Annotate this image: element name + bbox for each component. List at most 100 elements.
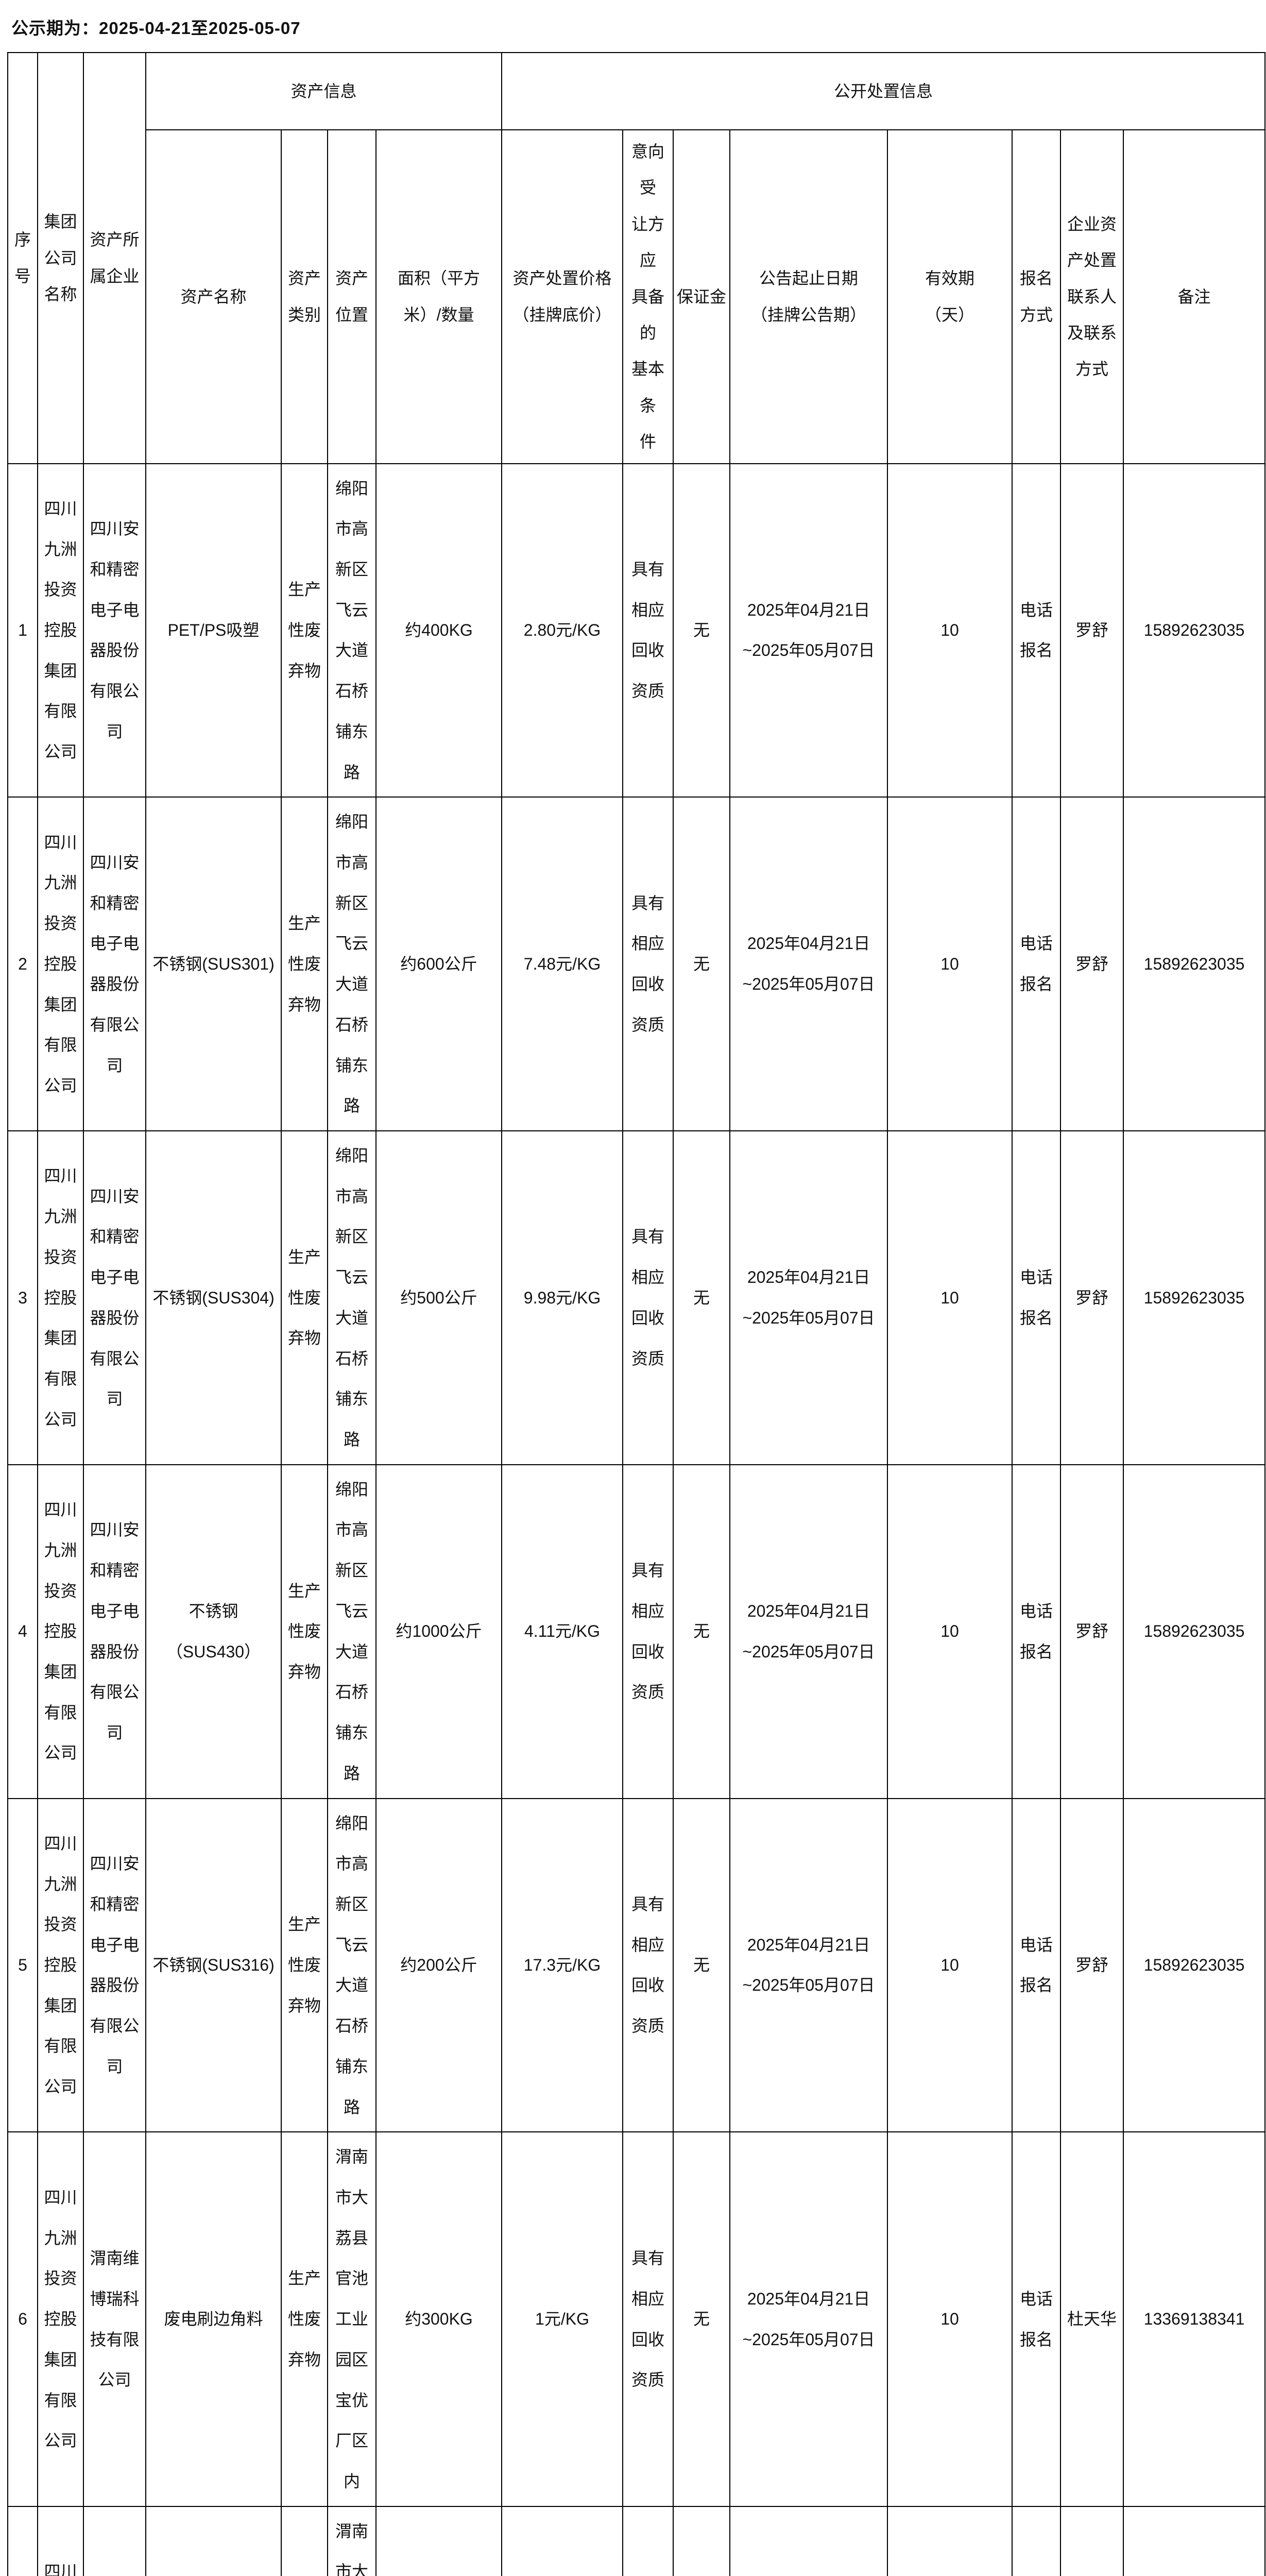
table-row: 7 四川九洲投资控股集团有限公司 渭南维博瑞科技有限公司 废纸箱 生产性废弃物 … — [7, 2505, 1266, 2576]
cell-deposit: 无 — [673, 1464, 731, 1799]
header-deposit: 保证金 — [673, 129, 731, 464]
cell-asset-location: 绵阳市高新区飞云大道石桥铺东路 — [327, 1130, 377, 1465]
cell-asset-location: 绵阳市高新区飞云大道石桥铺东路 — [327, 1798, 377, 2133]
cell-group-company: 四川九洲投资控股集团有限公司 — [37, 1130, 84, 1465]
cell-conditions: 具有相应回收资质 — [622, 1798, 674, 2133]
cell-validity: 10 — [887, 2131, 1013, 2507]
cell-asset-location: 绵阳市高新区飞云大道石桥铺东路 — [327, 463, 377, 798]
cell-deposit: 无 — [673, 463, 731, 798]
cell-asset-name: 废纸箱 — [145, 2505, 282, 2576]
header-group-asset-info: 资产信息 — [145, 52, 503, 130]
header-announcement-period: 公告起止日期 （挂牌公告期） — [729, 129, 888, 464]
cell-enterprise: 渭南维博瑞科技有限公司 — [83, 2131, 146, 2507]
cell-price: 9.98元/KG — [501, 1130, 624, 1465]
cell-remark: 13369138341 — [1123, 2505, 1266, 2576]
cell-announcement-period: 2025年04月21日 ~2025年05月07日 — [729, 1798, 888, 2133]
cell-contact: 罗舒 — [1060, 1798, 1124, 2133]
cell-asset-category: 生产性废弃物 — [281, 796, 328, 1132]
cell-enterprise: 四川安和精密电子电器股份有限公司 — [83, 1464, 146, 1799]
cell-remark: 13369138341 — [1123, 2131, 1266, 2507]
header-signup-method: 报名 方式 — [1012, 129, 1062, 464]
cell-contact: 罗舒 — [1060, 796, 1124, 1132]
cell-contact: 罗舒 — [1060, 1130, 1124, 1465]
cell-conditions: 具有相应回收资质 — [622, 1464, 674, 1799]
cell-conditions: 具有相应回收资质 — [622, 1130, 674, 1465]
cell-index: 4 — [7, 1464, 38, 1799]
cell-index: 3 — [7, 1130, 38, 1465]
cell-group-company: 四川九洲投资控股集团有限公司 — [37, 1798, 84, 2133]
cell-deposit: 无 — [673, 2505, 731, 2576]
cell-deposit: 无 — [673, 1130, 731, 1465]
cell-area-quantity: 约500公斤 — [375, 1130, 503, 1465]
cell-asset-name: 不锈钢(SUS316) — [145, 1798, 282, 2133]
cell-signup-method: 电话 报名 — [1012, 796, 1062, 1132]
cell-validity: 10 — [887, 2505, 1013, 2576]
cell-remark: 15892623035 — [1123, 463, 1266, 798]
cell-asset-location: 绵阳市高新区飞云大道石桥铺东路 — [327, 796, 377, 1132]
cell-deposit: 无 — [673, 1798, 731, 2133]
header-area-quantity: 面积（平方 米）/数量 — [375, 129, 503, 464]
cell-remark: 15892623035 — [1123, 1464, 1266, 1799]
cell-group-company: 四川九洲投资控股集团有限公司 — [37, 2131, 84, 2507]
cell-price: 0.66元/KG — [501, 2505, 624, 2576]
cell-asset-category: 生产性废弃物 — [281, 1464, 328, 1799]
cell-signup-method: 电话 报名 — [1012, 1798, 1062, 2133]
cell-asset-category: 生产性废弃物 — [281, 463, 328, 798]
disposal-table: 序 号 集团 公司 名称 资产所 属企业 资产信息 公开处置信息 资产名称 资产… — [7, 52, 1266, 2576]
cell-asset-name: 不锈钢(SUS304) — [145, 1130, 282, 1465]
cell-index: 7 — [7, 2505, 38, 2576]
table-row: 1 四川九洲投资控股集团有限公司 四川安和精密电子电器股份有限公司 PET/PS… — [7, 463, 1266, 798]
cell-group-company: 四川九洲投资控股集团有限公司 — [37, 463, 84, 798]
page-title: 公示期为：2025-04-21至2025-05-07 — [11, 19, 301, 38]
cell-announcement-period: 2025年04月21日 ~2025年05月07日 — [729, 2131, 888, 2507]
cell-area-quantity: 约300KG — [375, 2131, 503, 2507]
cell-contact: 杜天华 — [1060, 2505, 1124, 2576]
cell-deposit: 无 — [673, 2131, 731, 2507]
cell-validity: 10 — [887, 1464, 1013, 1799]
cell-asset-location: 渭南市大荔县官池工业园区宝优厂区内 — [327, 2505, 377, 2576]
cell-group-company: 四川九洲投资控股集团有限公司 — [37, 796, 84, 1132]
header-column-row: 资产名称 资产 类别 资产 位置 面积（平方 米）/数量 资产处置价格 （挂牌底… — [8, 129, 1266, 464]
cell-group-company: 四川九洲投资控股集团有限公司 — [37, 1464, 84, 1799]
header-group-company: 集团 公司 名称 — [37, 52, 84, 464]
header-index: 序 号 — [7, 52, 38, 464]
cell-asset-location: 渭南市大荔县官池工业园区宝优厂区内 — [327, 2131, 377, 2507]
cell-asset-category: 生产性废弃物 — [281, 1798, 328, 2133]
cell-asset-name: 不锈钢(SUS301) — [145, 796, 282, 1132]
cell-price: 17.3元/KG — [501, 1798, 624, 2133]
cell-enterprise: 渭南维博瑞科技有限公司 — [83, 2505, 146, 2576]
header-validity: 有效期 （天） — [887, 129, 1013, 464]
cell-remark: 15892623035 — [1123, 1798, 1266, 2133]
cell-area-quantity: 约1000公斤 — [375, 1464, 503, 1799]
header-group-row: 序 号 集团 公司 名称 资产所 属企业 资产信息 公开处置信息 — [7, 52, 1266, 464]
cell-contact: 罗舒 — [1060, 463, 1124, 798]
cell-price: 2.80元/KG — [501, 463, 624, 798]
table-row: 4 四川九洲投资控股集团有限公司 四川安和精密电子电器股份有限公司 不锈钢 （S… — [7, 1464, 1266, 1799]
header-contact: 企业资 产处置 联系人 及联系 方式 — [1060, 129, 1124, 464]
cell-conditions: 具有相应回收资质 — [622, 463, 674, 798]
cell-deposit: 无 — [673, 796, 731, 1132]
cell-announcement-period: 2025年04月21日 ~2025年05月07日 — [729, 1130, 888, 1465]
header-conditions: 意向受 让方应 具备的 基本条 件 — [622, 129, 674, 464]
cell-announcement-period: 2025年04月21日 ~2025年05月07日 — [729, 1464, 888, 1799]
header-group-disposal-info: 公开处置信息 — [501, 52, 1266, 130]
cell-conditions: 具有相应回收资质 — [622, 796, 674, 1132]
cell-enterprise: 四川安和精密电子电器股份有限公司 — [83, 1130, 146, 1465]
cell-asset-name: 废电刷边角料 — [145, 2131, 282, 2507]
cell-contact: 杜天华 — [1060, 2131, 1124, 2507]
header-enterprise: 资产所 属企业 — [83, 52, 146, 464]
cell-remark: 15892623035 — [1123, 796, 1266, 1132]
cell-signup-method: 电话 报名 — [1012, 1464, 1062, 1799]
cell-contact: 罗舒 — [1060, 1464, 1124, 1799]
cell-announcement-period: 2025年04月21日 ~2025年05月07日 — [729, 796, 888, 1132]
header-price: 资产处置价格 （挂牌底价） — [501, 129, 624, 464]
cell-price: 4.11元/KG — [501, 1464, 624, 1799]
cell-asset-category: 生产性废弃物 — [281, 2131, 328, 2507]
cell-enterprise: 四川安和精密电子电器股份有限公司 — [83, 796, 146, 1132]
cell-announcement-period: 2025年04月21日 ~2025年05月07日 — [729, 463, 888, 798]
cell-validity: 10 — [887, 463, 1013, 798]
header-asset-location: 资产 位置 — [327, 129, 377, 464]
table-row: 2 四川九洲投资控股集团有限公司 四川安和精密电子电器股份有限公司 不锈钢(SU… — [7, 796, 1266, 1132]
cell-enterprise: 四川安和精密电子电器股份有限公司 — [83, 463, 146, 798]
